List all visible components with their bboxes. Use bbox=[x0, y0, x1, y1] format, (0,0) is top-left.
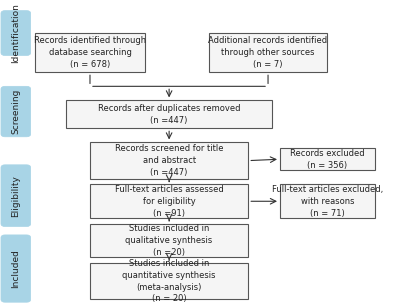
FancyBboxPatch shape bbox=[90, 224, 248, 257]
Text: Additional records identified
through other sources
(n = 7): Additional records identified through ot… bbox=[208, 36, 328, 69]
FancyBboxPatch shape bbox=[34, 33, 145, 72]
FancyBboxPatch shape bbox=[90, 263, 248, 299]
Text: Full-text articles assessed
for eligibility
(n =91): Full-text articles assessed for eligibil… bbox=[115, 185, 224, 217]
Text: Studies included in
quantitative synthesis
(meta-analysis)
(n = 20): Studies included in quantitative synthes… bbox=[122, 259, 216, 303]
Text: Full-text articles excluded,
with reasons
(n = 71): Full-text articles excluded, with reason… bbox=[272, 185, 383, 217]
FancyBboxPatch shape bbox=[1, 235, 31, 302]
Text: Included: Included bbox=[11, 249, 20, 288]
Text: Records identified through
database searching
(n = 678): Records identified through database sear… bbox=[34, 36, 146, 69]
FancyBboxPatch shape bbox=[1, 10, 31, 55]
Text: Identification: Identification bbox=[11, 3, 20, 63]
FancyBboxPatch shape bbox=[209, 33, 327, 72]
Text: Screening: Screening bbox=[11, 89, 20, 134]
Text: Eligibility: Eligibility bbox=[11, 175, 20, 217]
FancyBboxPatch shape bbox=[90, 184, 248, 218]
FancyBboxPatch shape bbox=[66, 100, 272, 128]
Text: Studies included in
qualitative synthesis
(n =20): Studies included in qualitative synthesi… bbox=[126, 224, 213, 257]
Text: Records after duplicates removed
(n =447): Records after duplicates removed (n =447… bbox=[98, 104, 240, 125]
Text: Records screened for title
and abstract
(n =447): Records screened for title and abstract … bbox=[115, 144, 223, 177]
Text: Records excluded
(n = 356): Records excluded (n = 356) bbox=[290, 149, 365, 170]
FancyBboxPatch shape bbox=[1, 165, 31, 226]
FancyBboxPatch shape bbox=[1, 86, 31, 137]
FancyBboxPatch shape bbox=[280, 148, 375, 170]
FancyBboxPatch shape bbox=[90, 142, 248, 179]
FancyBboxPatch shape bbox=[280, 184, 375, 218]
